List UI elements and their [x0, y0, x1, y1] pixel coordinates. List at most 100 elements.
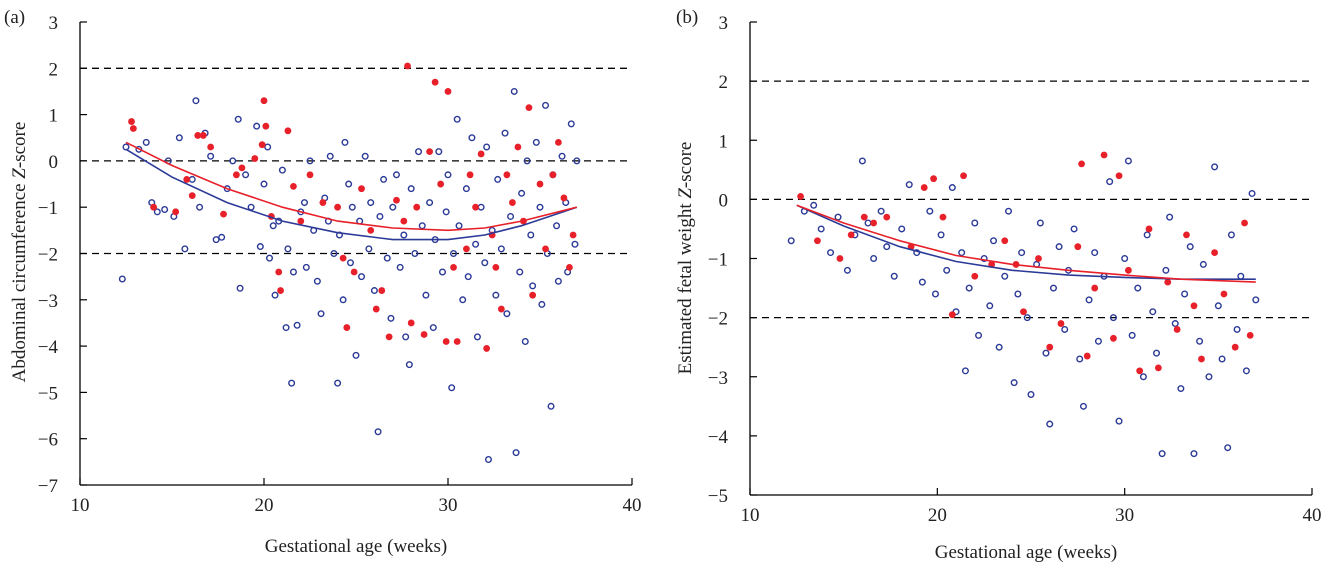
panel-b-filled-point	[860, 213, 868, 221]
panel-a-open-point	[300, 199, 308, 207]
panel-b-open-point	[986, 302, 994, 310]
panel-b-y-tick-label: −3	[708, 368, 728, 389]
panel-a-filled-point	[251, 155, 259, 162]
panel-b-filled-point	[1136, 367, 1144, 375]
panel-a-filled-point	[542, 245, 549, 253]
panel-a-open-point	[234, 115, 242, 123]
panel-a-y-label-italic: Z	[9, 168, 30, 179]
panel-a-open-point	[448, 384, 456, 392]
panel-a-open-point	[284, 245, 292, 253]
panel-b-open-point	[1055, 243, 1063, 251]
panel-b-open-point	[810, 201, 818, 209]
panel-a-label: (a)	[4, 7, 25, 28]
panel-b-open-point	[1149, 308, 1157, 316]
panel-b-filled-point	[1241, 219, 1248, 227]
panel-b-open-point	[877, 207, 885, 215]
panel-b-open-point	[1027, 390, 1035, 398]
panel-a-x-tick-label: 10	[71, 495, 90, 516]
panel-a-filled-point	[492, 263, 500, 271]
panel-b-open-point	[1079, 402, 1087, 410]
panel-a-open-point	[523, 157, 531, 165]
panel-a-y-axis-label: Abdominal circumference Z-score	[9, 122, 30, 383]
panel-a-open-point	[339, 296, 347, 304]
panel-b-open-point	[1171, 320, 1179, 328]
panel-a-filled-point	[339, 254, 347, 262]
panel-b-open-point	[1233, 325, 1241, 333]
panel-a-open-point	[411, 249, 419, 257]
panel-b-y-tick-label: −5	[708, 486, 728, 507]
panel-a-filled-point	[290, 182, 297, 190]
panel-b-label: (b)	[676, 7, 698, 28]
panel-a-y-tick-label: −2	[38, 245, 58, 266]
panel-a-open-point	[188, 175, 196, 183]
panel-b-open-point	[1248, 189, 1256, 197]
panel-b-x-tick-label: 30	[1115, 505, 1134, 526]
panel-a-open-point	[334, 379, 342, 387]
panel-b-filled-point	[939, 213, 947, 221]
panel-b-open-point	[1177, 385, 1185, 393]
panel-b-open-point	[1190, 450, 1198, 458]
panel-a-open-point	[348, 203, 356, 211]
panel-a-filled-point	[450, 263, 457, 271]
panel-b-y-label-suffix: -score	[675, 142, 696, 188]
panel-a-filled-point	[407, 319, 415, 327]
panel-b-open-point	[1153, 349, 1161, 357]
panel-a-open-point	[571, 240, 579, 248]
panel-b-open-point	[1166, 213, 1174, 221]
panel-b-open-point	[1091, 249, 1099, 257]
panel-b-open-point	[787, 237, 795, 245]
panel-a-filled-point	[150, 203, 158, 211]
panel-a-x-tick-label: 40	[623, 495, 642, 516]
panel-b-open-point	[1106, 178, 1114, 186]
panel-a-open-point	[218, 233, 226, 241]
panel-a-open-point	[468, 134, 476, 142]
panel-a-open-point	[374, 428, 382, 436]
panel-b-filled-point	[1220, 290, 1228, 298]
panel-a-filled-point	[483, 345, 491, 352]
panel-b-filled-point	[1091, 284, 1099, 292]
panel-b-filled-point	[1164, 278, 1172, 286]
panel-a-filled-point	[404, 62, 411, 70]
panel-a-y-tick-label: 3	[49, 13, 59, 34]
panel-a-open-point	[501, 129, 509, 137]
panel-a-open-point	[367, 199, 375, 207]
panel-a-filled-point	[284, 127, 292, 135]
panel-b-filled-point	[948, 311, 956, 319]
panel-a-filled-point	[128, 118, 135, 125]
panel-a-open-point	[288, 379, 296, 387]
panel-a-open-point	[459, 296, 467, 304]
panel-a-filled-point	[343, 324, 351, 331]
panel-a-filled-point	[385, 333, 393, 341]
panel-b-filled-point	[847, 231, 855, 239]
panel-b-y-label-prefix: Estimated fetal weight	[675, 199, 696, 375]
panel-b-open-point	[890, 272, 898, 280]
panel-b-open-point	[1252, 296, 1260, 304]
panel-b-open-point	[1162, 266, 1170, 274]
panel-a-filled-point	[413, 203, 421, 211]
panel-a-chart: (a) −7 −6 −5 −4 −3 −2 −1 0 1 2 3 10 20 30 40 Gestation…	[4, 7, 642, 557]
panel-a-filled-point	[275, 268, 283, 276]
panel-a-open-point	[153, 208, 161, 216]
panel-a-filled-point	[431, 78, 439, 86]
panel-a-open-point	[122, 143, 130, 151]
panel-b-filled-point	[1074, 243, 1082, 251]
panel-b-open-point	[1139, 373, 1147, 381]
panel-a-filled-point	[549, 171, 557, 179]
panel-b-filled-point	[920, 184, 928, 191]
panel-b-open-point	[898, 225, 906, 233]
panel-b-filled-point	[1154, 364, 1162, 372]
panel-b-filled-point	[1100, 151, 1108, 159]
panel-b-y-tick-label: −2	[708, 309, 728, 330]
panel-a-filled-point	[555, 138, 562, 146]
panel-b-open-point	[1085, 296, 1093, 304]
panel-a-open-point	[438, 268, 446, 276]
panel-a-open-point	[229, 157, 237, 165]
panel-b-x-tick-label: 40	[1303, 505, 1322, 526]
panel-a-open-point	[450, 249, 458, 257]
panel-b-open-point	[1196, 337, 1204, 345]
panel-b-filled-point	[1110, 334, 1117, 342]
panel-a-filled-point	[529, 291, 537, 299]
panel-a-open-point	[472, 240, 480, 248]
panel-b-open-point	[1158, 450, 1166, 458]
panel-b-filled-point	[883, 213, 891, 221]
